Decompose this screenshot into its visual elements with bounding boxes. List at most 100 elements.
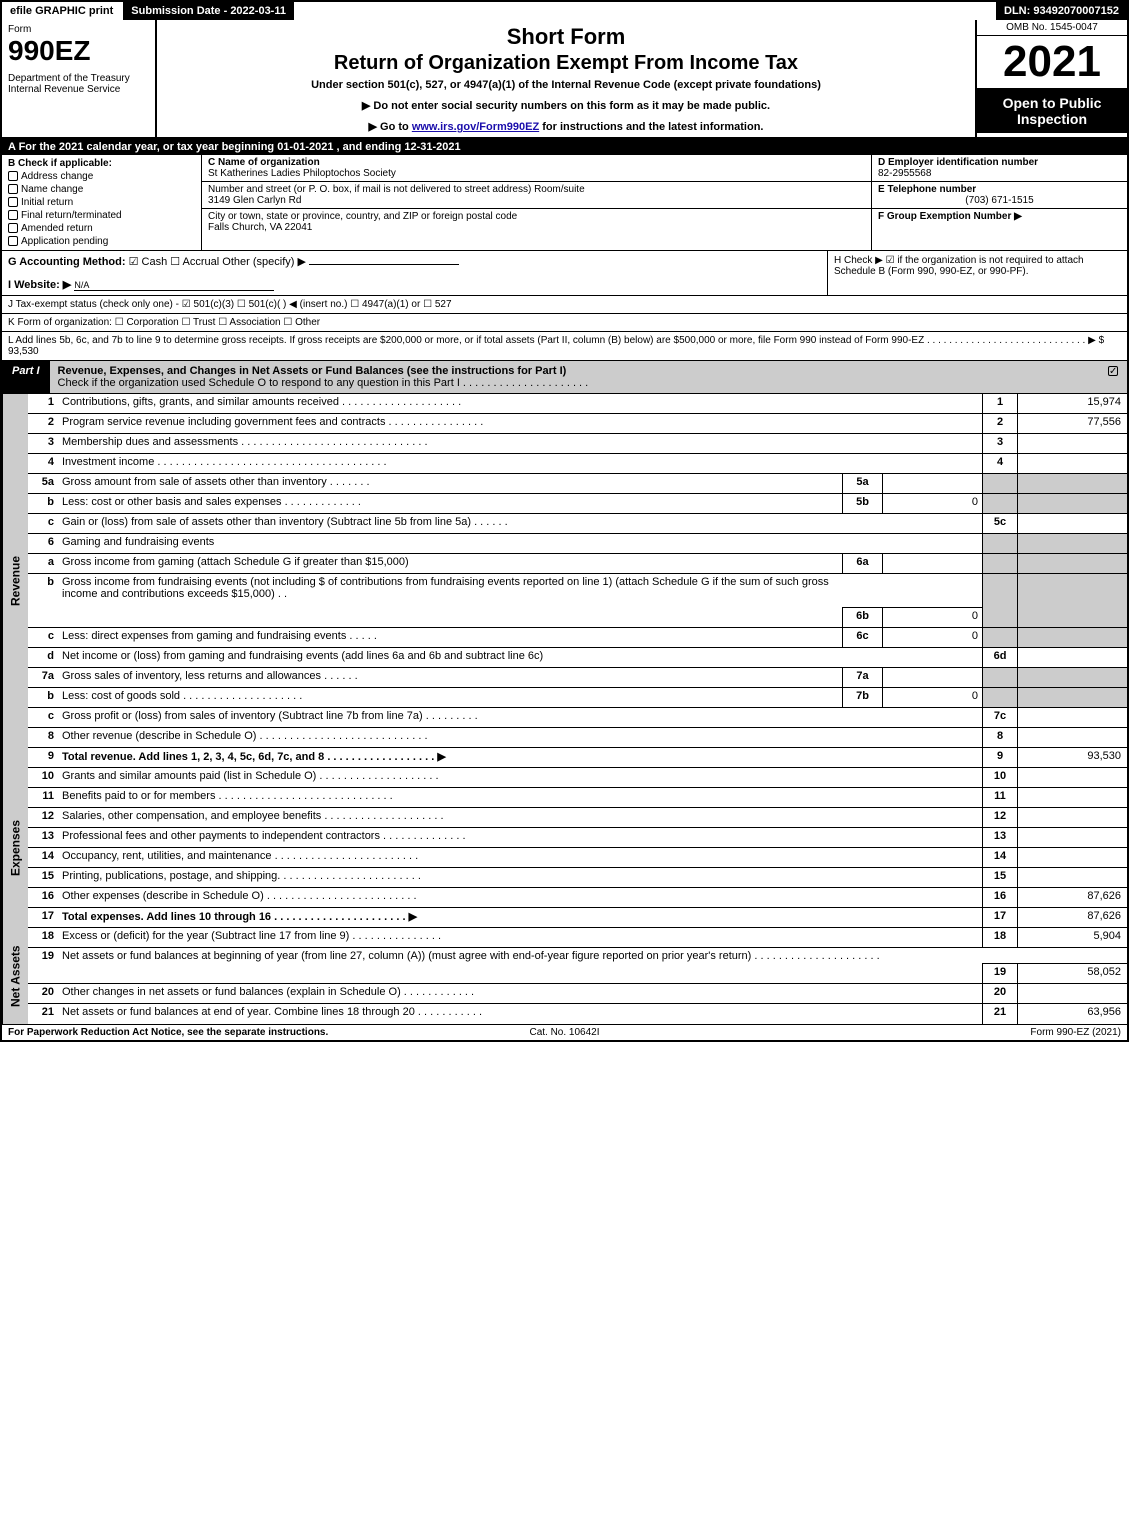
cb-application-pending[interactable]: Application pending [8,236,195,247]
cb-initial-return[interactable]: Initial return [8,197,195,208]
instr-2: ▶ Go to www.irs.gov/Form990EZ for instru… [163,120,969,133]
cb-amended[interactable]: Amended return [8,223,195,234]
val-21: 63,956 [1017,1004,1127,1024]
val-10 [1017,768,1127,787]
g-label: G Accounting Method: [8,256,126,268]
line-13: 13Professional fees and other payments t… [28,828,1127,848]
line-4: 4Investment income . . . . . . . . . . .… [28,454,1127,474]
val-6b: 0 [882,607,982,627]
netassets-vlabel: Net Assets [2,928,28,1024]
f-label: F Group Exemption Number ▶ [878,211,1121,222]
title-short-form: Short Form [163,24,969,50]
d-box: D Employer identification number 82-2955… [872,155,1127,182]
line-6: 6Gaming and fundraising events [28,534,1127,554]
val-9: 93,530 [1017,748,1127,767]
header-left: Form 990EZ Department of the Treasury In… [2,20,157,137]
line-10: 10Grants and similar amounts paid (list … [28,768,1127,788]
line-6b: bGross income from fundraising events (n… [28,574,1127,628]
val-7a [882,668,982,687]
ein-value: 82-2955568 [878,168,1121,179]
expenses-vlabel: Expenses [2,768,28,928]
line-11: 11Benefits paid to or for members . . . … [28,788,1127,808]
expenses-block: Expenses 10Grants and similar amounts pa… [2,768,1127,928]
row-k[interactable]: K Form of organization: ☐ Corporation ☐ … [2,314,1127,332]
e-label: E Telephone number [878,184,1121,195]
val-6d [1017,648,1127,667]
part1-subtitle: Check if the organization used Schedule … [58,377,589,389]
cb-name-change[interactable]: Name change [8,184,195,195]
instr-link[interactable]: www.irs.gov/Form990EZ [412,121,539,133]
line-8: 8Other revenue (describe in Schedule O) … [28,728,1127,748]
revenue-body: 1Contributions, gifts, grants, and simil… [28,394,1127,768]
f-box: F Group Exemption Number ▶ [872,209,1127,224]
open-to-public: Open to Public Inspection [977,89,1127,133]
line-3: 3Membership dues and assessments . . . .… [28,434,1127,454]
addr-value: 3149 Glen Carlyn Rd [208,195,865,206]
part1-header: Part I Revenue, Expenses, and Changes in… [2,361,1127,394]
line-15: 15Printing, publications, postage, and s… [28,868,1127,888]
footer-right: Form 990-EZ (2021) [750,1027,1121,1038]
line-12: 12Salaries, other compensation, and empl… [28,808,1127,828]
col-b-header: B Check if applicable: [8,158,195,169]
col-c: C Name of organization St Katherines Lad… [202,155,872,250]
cb-final-return[interactable]: Final return/terminated [8,210,195,221]
org-name: St Katherines Ladies Philoptochos Societ… [208,168,865,179]
instr2-pre: ▶ Go to [369,121,412,133]
line-14: 14Occupancy, rent, utilities, and mainte… [28,848,1127,868]
org-name-label: C Name of organization [208,157,865,168]
row-j[interactable]: J Tax-exempt status (check only one) - ☑… [2,296,1127,314]
instr2-post: for instructions and the latest informat… [539,121,763,133]
form-header: Form 990EZ Department of the Treasury In… [2,20,1127,139]
part1-checkbox[interactable] [1102,361,1127,393]
val-7b: 0 [882,688,982,707]
city-label: City or town, state or province, country… [208,211,865,222]
part1-label: Part I [2,361,50,393]
line-5b: bLess: cost or other basis and sales exp… [28,494,1127,514]
footer-center: Cat. No. 10642I [379,1027,750,1038]
line-9: 9Total revenue. Add lines 1, 2, 3, 4, 5c… [28,748,1127,768]
omb-number: OMB No. 1545-0047 [977,20,1127,36]
line-7b: bLess: cost of goods sold . . . . . . . … [28,688,1127,708]
info-block: B Check if applicable: Address change Na… [2,155,1127,251]
city-value: Falls Church, VA 22041 [208,222,865,233]
line-6d: dNet income or (loss) from gaming and fu… [28,648,1127,668]
g-opts[interactable]: ☑ Cash ☐ Accrual Other (specify) ▶ [129,256,306,268]
line-20: 20Other changes in net assets or fund ba… [28,984,1127,1004]
row-h[interactable]: H Check ▶ ☑ if the organization is not r… [827,251,1127,295]
addr-box: Number and street (or P. O. box, if mail… [202,182,871,209]
line-5a: 5aGross amount from sale of assets other… [28,474,1127,494]
section-a: A For the 2021 calendar year, or tax yea… [2,139,1127,155]
line-17: 17Total expenses. Add lines 10 through 1… [28,908,1127,928]
val-13 [1017,828,1127,847]
line-7c: cGross profit or (loss) from sales of in… [28,708,1127,728]
city-box: City or town, state or province, country… [202,209,871,235]
title-return: Return of Organization Exempt From Incom… [163,52,969,75]
val-12 [1017,808,1127,827]
expenses-body: 10Grants and similar amounts paid (list … [28,768,1127,928]
val-6a [882,554,982,573]
val-19: 58,052 [1017,963,1127,983]
val-2: 77,556 [1017,414,1127,433]
val-18: 5,904 [1017,928,1127,947]
phone-value: (703) 671-1515 [878,195,1121,206]
val-16: 87,626 [1017,888,1127,907]
line-16: 16Other expenses (describe in Schedule O… [28,888,1127,908]
footer-left: For Paperwork Reduction Act Notice, see … [8,1027,379,1038]
val-5c [1017,514,1127,533]
col-def: D Employer identification number 82-2955… [872,155,1127,250]
line-21: 21Net assets or fund balances at end of … [28,1004,1127,1024]
subtitle: Under section 501(c), 527, or 4947(a)(1)… [163,79,969,91]
val-5a [882,474,982,493]
val-3 [1017,434,1127,453]
line-7a: 7aGross sales of inventory, less returns… [28,668,1127,688]
efile-label[interactable]: efile GRAPHIC print [2,2,123,20]
line-19: 19Net assets or fund balances at beginni… [28,948,1127,984]
line-5c: cGain or (loss) from sale of assets othe… [28,514,1127,534]
line-1: 1Contributions, gifts, grants, and simil… [28,394,1127,414]
netassets-body: 18Excess or (deficit) for the year (Subt… [28,928,1127,1024]
addr-label: Number and street (or P. O. box, if mail… [208,184,865,195]
g-other-input[interactable] [309,264,459,265]
val-15 [1017,868,1127,887]
header-right: OMB No. 1545-0047 2021 Open to Public In… [977,20,1127,137]
cb-address-change[interactable]: Address change [8,171,195,182]
